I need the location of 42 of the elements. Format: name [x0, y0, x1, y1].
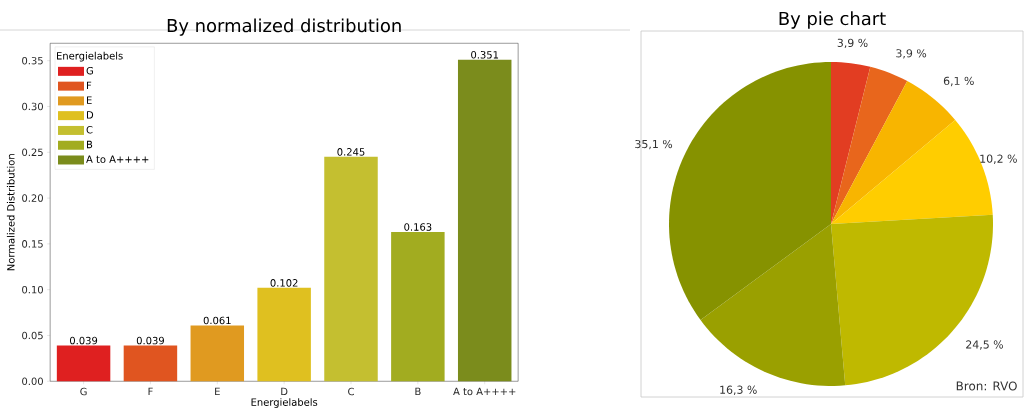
x-tick-label: B	[415, 387, 421, 396]
x-tick-label: C	[348, 387, 354, 396]
y-tick-label: 0.10	[22, 285, 43, 294]
chart-title: By pie chart	[779, 11, 886, 29]
data-label: 0.351	[471, 51, 499, 59]
x-tick-label: G	[80, 387, 87, 396]
chart-title: By normalized distribution	[167, 18, 401, 36]
y-tick-label: 0.05	[22, 331, 43, 340]
x-tick-label: D	[281, 387, 288, 396]
legend-label: F	[87, 81, 92, 90]
legend-label: B	[87, 140, 93, 149]
data-label: 0.102	[270, 279, 298, 287]
data-label: 0.245	[337, 148, 365, 156]
y-tick-label: 0.25	[22, 148, 43, 157]
data-label: 16,3 %	[720, 385, 757, 396]
data-label: 6,1 %	[943, 76, 974, 87]
data-label: 0.163	[404, 223, 432, 231]
y-axis-title: Normalized Distribution	[6, 154, 15, 271]
y-tick-label: 0.35	[22, 56, 43, 65]
y-tick-label: 0.30	[22, 102, 43, 111]
data-label: 35,1 %	[635, 139, 673, 150]
legend-title: Energielabels	[57, 51, 123, 62]
data-label: 0.061	[203, 316, 231, 325]
legend-label: C	[86, 125, 93, 134]
data-label: 24,5 %	[966, 340, 1003, 350]
legend-label: E	[87, 96, 92, 104]
x-tick-label: A to A++++	[453, 387, 516, 396]
legend-label: G	[86, 66, 93, 75]
text: Bron: RVO	[956, 381, 1017, 391]
data-label: 3,9 %	[896, 49, 927, 59]
y-tick-label: 0.15	[22, 240, 43, 248]
legend-label: A to A++++	[86, 155, 149, 164]
x-tick-label: F	[148, 387, 153, 396]
y-tick-label: 0.00	[22, 377, 43, 386]
legend-label: D	[87, 111, 94, 119]
x-axis-title: Energielabels	[251, 398, 318, 408]
data-label: 0.039	[136, 336, 164, 345]
data-label: 0.039	[69, 336, 98, 345]
data-label: 3,9 %	[837, 38, 868, 49]
x-tick-label: E	[215, 387, 220, 396]
y-tick-label: 0.20	[22, 194, 43, 202]
data-label: 10,2 %	[980, 154, 1017, 164]
